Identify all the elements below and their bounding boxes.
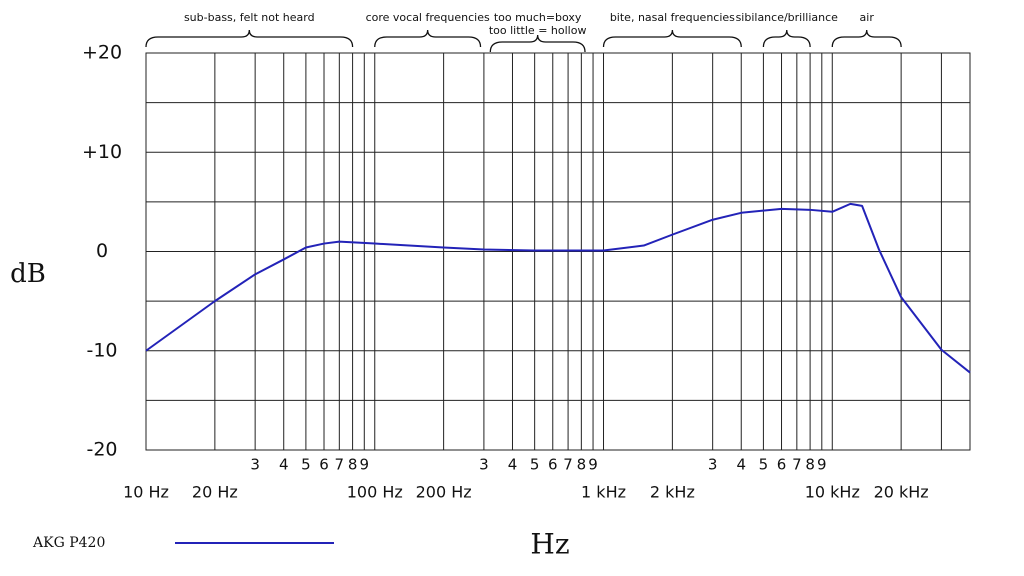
x-tick-label: 1 kHz [581, 483, 626, 502]
y-tick-label: -10 [86, 339, 117, 361]
x-tick-label: 10 Hz [123, 483, 169, 502]
annotation-text: core vocal frequencies [366, 11, 490, 24]
x-tick-label: 7 [563, 456, 573, 474]
x-tick-label: 6 [548, 456, 558, 474]
legend-label: AKG P420 [32, 535, 105, 551]
x-tick-label: 20 kHz [874, 483, 929, 502]
x-tick-label: 8 [577, 456, 587, 474]
y-tick-label: +10 [82, 141, 122, 163]
x-tick-label: 5 [301, 456, 311, 474]
annotation-brace [762, 29, 811, 48]
x-tick-label: 9 [360, 456, 370, 474]
annotation-brace [489, 34, 586, 53]
y-tick-label: +20 [82, 42, 122, 64]
annotation-brace [602, 29, 742, 48]
x-tick-label: 4 [279, 456, 289, 474]
annotation-text: bite, nasal frequencies [610, 11, 735, 24]
annotation-text: too much=boxy [494, 11, 582, 24]
annotation-brace [145, 29, 354, 48]
x-tick-label: 4 [736, 456, 746, 474]
x-tick-label: 3 [250, 456, 260, 474]
x-tick-label: 20 Hz [192, 483, 238, 502]
annotation-text: sibilance/brilliance [736, 11, 839, 24]
x-tick-label: 9 [817, 456, 827, 474]
x-tick-label: 2 kHz [650, 483, 695, 502]
x-tick-label: 8 [805, 456, 815, 474]
annotation-brace [831, 29, 902, 48]
annotation-brace [374, 29, 482, 48]
x-tick-label: 3 [708, 456, 718, 474]
y-tick-label: 0 [96, 240, 108, 262]
x-tick-label: 6 [777, 456, 787, 474]
x-tick-label: 100 Hz [347, 483, 403, 502]
annotation-text: too little = hollow [489, 24, 587, 37]
x-tick-label: 6 [319, 456, 329, 474]
y-tick-label: -20 [86, 439, 117, 461]
x-tick-label: 10 kHz [805, 483, 860, 502]
y-axis-label: dB [10, 259, 46, 289]
x-tick-label: 8 [348, 456, 358, 474]
x-tick-label: 3 [479, 456, 489, 474]
x-tick-label: 4 [508, 456, 518, 474]
x-axis-label: Hz [530, 528, 569, 561]
x-tick-label: 9 [588, 456, 598, 474]
x-tick-label: 7 [792, 456, 802, 474]
x-tick-label: 5 [759, 456, 769, 474]
x-tick-label: 200 Hz [416, 483, 472, 502]
annotation-text: air [860, 11, 875, 24]
annotation-text: sub-bass, felt not heard [184, 11, 315, 24]
data-line [145, 202, 971, 374]
x-tick-label: 7 [335, 456, 345, 474]
x-tick-label: 5 [530, 456, 540, 474]
